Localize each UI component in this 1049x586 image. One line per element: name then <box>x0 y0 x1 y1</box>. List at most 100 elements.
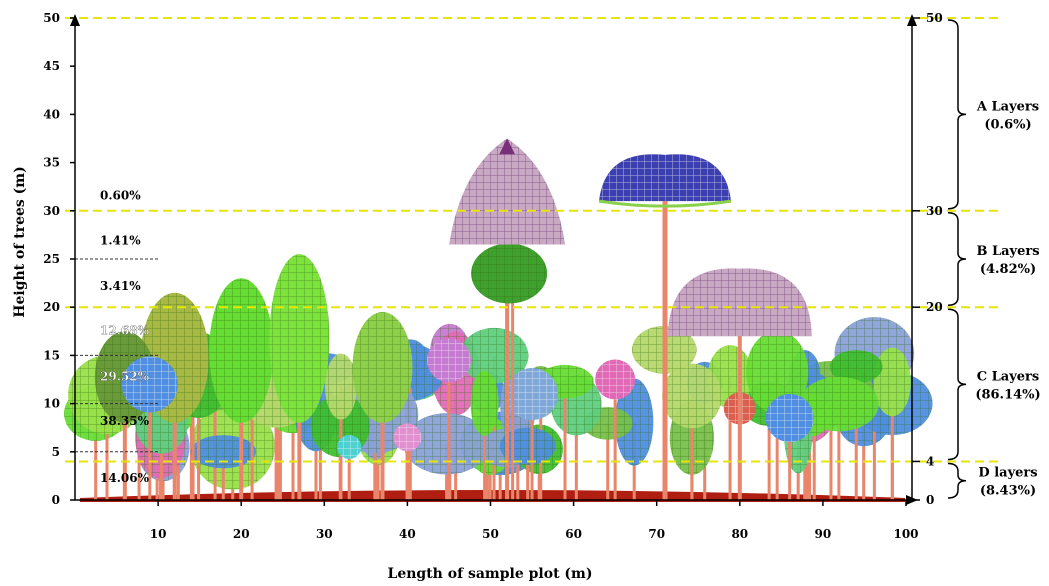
tree-trunk <box>837 404 841 500</box>
tree-crown-umbrella-mesh <box>599 154 732 202</box>
x-tick-label: 90 <box>815 527 832 541</box>
tree-trunk <box>812 391 816 500</box>
y-axis-title: Height of trees (m) <box>12 166 28 317</box>
tree-trunk <box>94 413 98 500</box>
tree-trunk <box>808 415 812 500</box>
tree-trunk <box>105 394 109 500</box>
tree-crown-mesh <box>426 338 471 383</box>
height-class-share-label: 38.35% <box>100 414 150 428</box>
right-axis-arrow-icon <box>907 14 917 26</box>
layer-share-label: (4.82%) <box>980 262 1036 277</box>
x-tick-label: 10 <box>150 527 167 541</box>
tree-trunk <box>606 423 610 500</box>
tree-trunk <box>767 404 771 500</box>
tree-trunk <box>526 446 530 500</box>
tree-trunk <box>890 381 894 500</box>
tree-trunk <box>862 417 866 500</box>
tree-crown-bell-mesh <box>449 138 566 245</box>
tree-crown-mesh <box>873 347 911 417</box>
tree-crown-mesh <box>615 378 654 466</box>
y-axis-ticks: 0 5 10 15 20 25 30 35 40 45 50 <box>43 11 75 507</box>
x-tick-label: 30 <box>316 527 333 541</box>
x-tick-label: 100 <box>893 527 918 541</box>
height-class-share-label: 0.60% <box>100 188 141 202</box>
tree-trunk <box>373 415 377 500</box>
tree-trunk <box>854 366 858 500</box>
tree-trunk <box>278 380 282 500</box>
tree-trunk <box>530 393 534 500</box>
tree-crown-mesh <box>403 413 490 475</box>
layer-name-label: D layers <box>978 466 1037 481</box>
tree-crown-mesh <box>765 394 814 443</box>
tree-trunk <box>511 254 515 500</box>
x-tick-label: 80 <box>731 527 748 541</box>
x-axis-title: Length of sample plot (m) <box>388 566 593 582</box>
tree-crown-mesh <box>829 350 883 384</box>
height-class-share-label: 1.41% <box>100 234 141 248</box>
layer-bracket <box>947 462 967 499</box>
layer-brackets: A Layers (0.6%) B Layers (4.82%) C Layers (86… <box>947 19 1041 499</box>
x-tick-label: 20 <box>233 527 250 541</box>
tree-crown-mesh <box>746 330 809 414</box>
tree-trunk <box>221 451 225 500</box>
tree-crown-mesh <box>595 359 636 400</box>
y-tick-label: 25 <box>43 252 60 266</box>
right-tick-label: 50 <box>926 11 943 25</box>
tree-crown-mesh <box>352 312 413 423</box>
layer-share-label: (8.43%) <box>980 484 1036 499</box>
tree-trunk <box>347 446 351 500</box>
ground-band <box>80 490 905 502</box>
tree-trunk <box>197 375 201 500</box>
height-class-share-label: 12.68% <box>100 323 150 337</box>
layer-share-label: (0.6%) <box>984 117 1031 132</box>
height-class-share-label: 29.52% <box>100 370 150 384</box>
x-tick-label: 60 <box>565 527 582 541</box>
tree-crown-mesh <box>471 243 548 304</box>
right-tick-label: 0 <box>926 493 934 507</box>
tree-crown-mesh <box>269 254 330 423</box>
layer-boundary-lines <box>65 17 1000 463</box>
right-axis-ticks: 50 30 20 4 0 <box>912 11 943 507</box>
tree-trunk <box>690 395 694 500</box>
tree-trunk <box>728 376 732 500</box>
y-tick-label: 40 <box>43 107 60 121</box>
y-tick-label: 20 <box>43 300 60 314</box>
tree-crown-mesh <box>506 367 559 420</box>
tree-trunk <box>829 393 833 500</box>
layer-name-label: C Layers <box>977 369 1039 384</box>
layer-bracket <box>947 212 967 306</box>
tree-trunk <box>148 384 152 500</box>
y-tick-label: 5 <box>52 445 60 459</box>
tree-trunk <box>160 419 164 500</box>
x-axis-ticks: 10 20 30 40 50 60 70 80 90 100 <box>150 500 919 541</box>
height-class-share-label: 14.06% <box>100 471 150 485</box>
x-tick-label: 70 <box>648 527 665 541</box>
tree-trunk <box>505 244 510 500</box>
tree-crown-mesh <box>325 353 357 420</box>
tree-trunk <box>574 405 578 500</box>
tree-crown-mesh <box>190 435 257 469</box>
layer-share-label: (86.14%) <box>975 387 1040 402</box>
tree-crown-umbrella-rim <box>598 199 732 208</box>
tree-crown-dome-mesh <box>667 268 812 337</box>
layer-name-label: B Layers <box>976 244 1039 259</box>
right-tick-label: 4 <box>926 454 934 468</box>
tree-trunk <box>788 418 792 500</box>
right-tick-label: 30 <box>926 204 943 218</box>
tree-crown-tip <box>499 138 516 155</box>
tree-trunk <box>483 403 487 500</box>
x-tick-label: 40 <box>399 527 416 541</box>
tree-trunk <box>274 385 278 500</box>
y-axis-arrow-icon <box>70 14 80 26</box>
tree-crown-mesh <box>337 434 362 459</box>
y-tick-label: 30 <box>43 204 60 218</box>
right-tick-label: 20 <box>926 300 943 314</box>
tree-crown-mesh <box>662 363 722 429</box>
tree-crown-mesh <box>470 370 499 436</box>
tree-stand-illustration <box>64 138 933 500</box>
tree-trunk <box>314 415 318 500</box>
tree-trunk <box>405 437 409 500</box>
tree-trunk <box>250 395 254 500</box>
layer-bracket <box>947 308 967 461</box>
ground-strip <box>80 490 905 502</box>
